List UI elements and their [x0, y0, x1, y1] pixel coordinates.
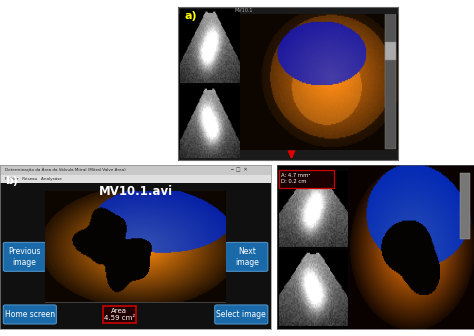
Text: c): c) [281, 170, 293, 179]
Text: Home screen: Home screen [5, 310, 55, 319]
FancyBboxPatch shape [3, 305, 56, 324]
Text: MV10.1.avi: MV10.1.avi [99, 185, 173, 198]
FancyBboxPatch shape [3, 242, 46, 271]
Bar [178, 151, 398, 160]
FancyBboxPatch shape [215, 305, 268, 324]
Text: MV10.1: MV10.1 [235, 8, 253, 13]
Text: Select image: Select image [217, 310, 266, 319]
Bar [0, 174, 271, 183]
Bar [178, 7, 398, 14]
Text: Area
4.59 cm²: Area 4.59 cm² [104, 308, 135, 321]
Text: A: 4.7 mm²
D: 0.2 cm: A: 4.7 mm² D: 0.2 cm [281, 173, 311, 184]
Bar [103, 306, 136, 323]
Text: Next
image: Next image [235, 247, 259, 267]
Bar [279, 170, 334, 188]
Bar [277, 165, 352, 329]
Text: b): b) [5, 176, 18, 186]
Bar [0, 165, 271, 174]
Bar [45, 192, 225, 302]
Bar [460, 173, 470, 239]
Text: a): a) [184, 11, 197, 21]
Bar [385, 11, 396, 149]
FancyBboxPatch shape [226, 242, 268, 271]
Text: Fichier   Réseau   Analysáse: Fichier Réseau Analysáse [5, 177, 62, 181]
Text: Determinação da Área da Válvula Mitral (Mitral Valve Area): Determinação da Área da Válvula Mitral (… [5, 167, 126, 172]
Text: ─  □  ✕: ─ □ ✕ [230, 167, 248, 172]
Bar [178, 7, 244, 160]
Text: Previous
image: Previous image [8, 247, 41, 267]
Bar [385, 42, 396, 60]
